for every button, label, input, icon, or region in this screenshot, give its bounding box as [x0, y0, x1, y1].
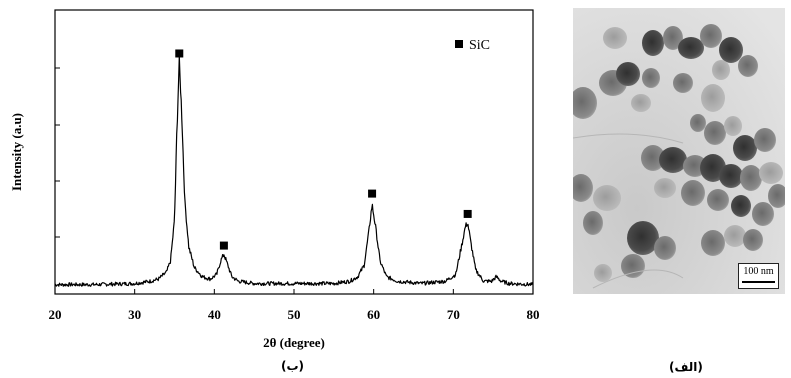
xrd-chart: 20 30 40 50 60 70 80 SiC 2θ (degree) Intensity… [9, 9, 540, 350]
scale-bar: 100 nm [738, 263, 779, 289]
sic-peak-marker [175, 49, 184, 58]
x-tick-label: 50 [288, 307, 301, 322]
y-axis-label: Intensity (a.u) [9, 113, 24, 191]
x-tick-label: 60 [367, 307, 380, 322]
scale-bar-line [742, 281, 775, 283]
sic-peak-marker [463, 209, 472, 218]
x-tick-label: 80 [527, 307, 540, 322]
x-tick-label: 70 [447, 307, 460, 322]
tem-image [573, 8, 785, 294]
tem-film-lines [573, 133, 684, 289]
x-axis-label: 2θ (degree) [263, 335, 325, 350]
legend: SiC [455, 38, 490, 53]
x-tick-label: 40 [208, 307, 221, 322]
plot-frame [54, 9, 534, 295]
nanoparticle-cluster [573, 24, 785, 282]
sic-peak-marker [219, 241, 228, 250]
scale-bar-label: 100 nm [743, 266, 774, 277]
image-caption: (الف) [669, 360, 703, 374]
tem-micrograph: 100 nm [573, 8, 785, 294]
xrd-series-line [54, 55, 534, 287]
y-axis-ticks [55, 67, 60, 238]
sic-peak-marker [368, 189, 377, 198]
legend-marker [455, 40, 463, 48]
legend-label: SiC [469, 38, 490, 53]
peak-markers [175, 49, 472, 250]
x-tick-label: 20 [49, 307, 62, 322]
chart-caption: (ب) [281, 359, 305, 373]
x-axis-ticks: 20 30 40 50 60 70 80 [49, 289, 540, 322]
x-tick-label: 30 [128, 307, 141, 322]
